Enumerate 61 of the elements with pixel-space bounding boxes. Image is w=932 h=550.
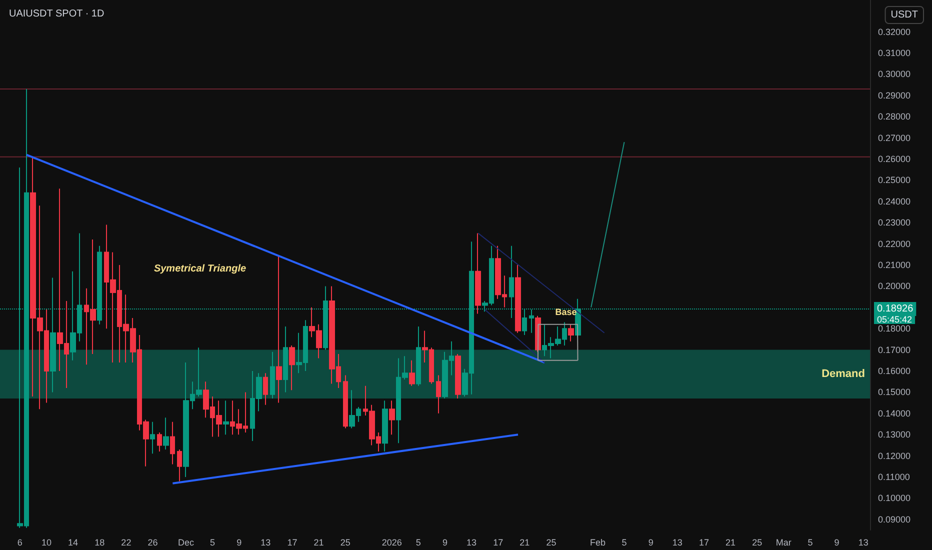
x-tick-label: Mar <box>776 538 792 548</box>
x-tick-label: Feb <box>590 538 606 548</box>
x-tick-label: 5 <box>210 538 216 548</box>
x-tick-label: 9 <box>834 538 840 548</box>
x-tick-label: 5 <box>416 538 421 548</box>
y-tick-label: 0.15000 <box>878 387 911 398</box>
y-tick-label: 0.16000 <box>878 366 911 376</box>
x-tick-label: 5 <box>808 538 813 548</box>
band-label: Demand <box>822 368 865 380</box>
y-tick-label: 0.20000 <box>878 281 911 292</box>
y-tick-label: 0.10000 <box>878 493 911 504</box>
y-tick-label: 0.12000 <box>878 450 911 461</box>
y-tick-label: 0.17000 <box>878 344 911 355</box>
y-tick-label: 0.24000 <box>878 196 911 206</box>
y-tick-label: 0.32000 <box>878 26 911 37</box>
x-tick-label: 26 <box>148 538 158 548</box>
x-tick-label: 13 <box>858 538 868 548</box>
x-tick-label: 14 <box>68 538 78 548</box>
y-tick-label: 0.30000 <box>878 69 911 80</box>
x-tick-label: 2026 <box>382 538 402 548</box>
x-tick-label: 17 <box>287 538 298 548</box>
y-tick-label: 0.29000 <box>878 90 911 100</box>
x-tick-label: 17 <box>698 538 709 548</box>
x-tick-label: 13 <box>466 538 477 548</box>
y-tick-label: 0.18000 <box>878 324 911 334</box>
x-tick-label: 10 <box>41 538 52 548</box>
y-tick-label: 0.27000 <box>878 132 911 143</box>
x-tick-label: 13 <box>672 538 682 548</box>
x-tick-label: 9 <box>236 538 242 548</box>
y-tick-label: 0.22000 <box>878 238 911 249</box>
y-tick-label: 0.13000 <box>878 430 911 440</box>
x-tick-label: 25 <box>546 538 556 548</box>
y-tick-label: 0.14000 <box>878 408 911 418</box>
x-tick-label: 21 <box>726 538 736 548</box>
x-tick-label: 9 <box>442 538 448 548</box>
y-tick-label: 0.11000 <box>878 472 910 482</box>
y-tick-label: 0.23000 <box>878 218 911 228</box>
x-tick-label: Dec <box>178 538 194 548</box>
text: UAIUSDT SPOT · 1D <box>9 8 104 20</box>
x-tick-label: 21 <box>520 538 530 548</box>
y-tick-label: 0.31000 <box>878 48 911 58</box>
annotation: Base <box>555 307 577 317</box>
x-tick-label: 25 <box>340 538 350 548</box>
x-tick-label: 21 <box>314 538 324 548</box>
x-tick-label: 9 <box>648 538 654 548</box>
y-tick-label: 0.28000 <box>878 112 911 122</box>
x-tick-label: 25 <box>752 538 762 548</box>
x-tick-label: 6 <box>17 538 22 548</box>
y-tick-label: 0.09000 <box>878 514 911 524</box>
text: 05:45:42 <box>877 314 912 324</box>
ref-line-label: 0.18926 <box>877 303 914 314</box>
y-axis-title: USDT <box>890 10 918 20</box>
x-tick-label: 13 <box>260 538 271 548</box>
x-tick-label: 18 <box>94 538 105 548</box>
x-tick-label: 22 <box>121 538 132 548</box>
y-tick-label: 0.21000 <box>878 260 911 270</box>
y-tick-label: 0.25000 <box>878 175 911 186</box>
x-tick-label: 5 <box>622 538 627 548</box>
x-tick-label: 17 <box>493 538 504 548</box>
annotation: Symetrical Triangle <box>154 264 246 274</box>
y-tick-label: 0.26000 <box>878 154 911 164</box>
